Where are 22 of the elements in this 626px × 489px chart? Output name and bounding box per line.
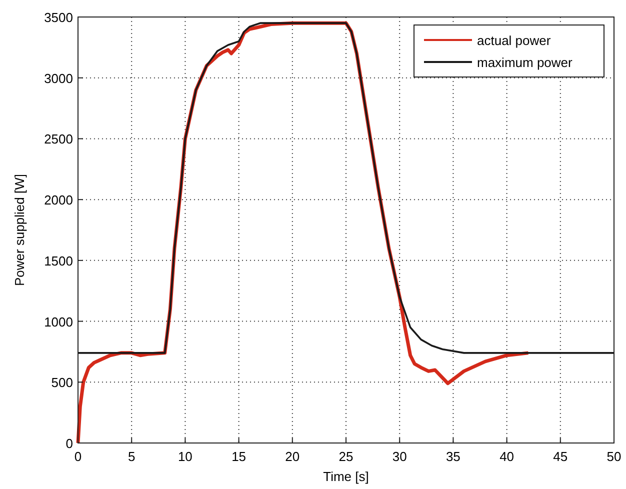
- x-tick-label: 30: [392, 449, 407, 464]
- legend-label: maximum power: [477, 55, 574, 70]
- x-tick-label: 25: [338, 449, 354, 464]
- y-tick-label: 500: [51, 375, 73, 390]
- x-tick-label: 15: [232, 449, 246, 464]
- y-tick-label: 2500: [44, 132, 73, 147]
- y-tick-label: 0: [66, 436, 73, 451]
- x-tick-label: 5: [128, 449, 136, 464]
- y-tick-label: 2000: [44, 192, 73, 208]
- x-tick-label: 20: [285, 449, 300, 464]
- x-tick-label: 10: [178, 449, 192, 464]
- y-tick-label: 3500: [44, 10, 73, 25]
- x-tick-label: 40: [500, 449, 514, 464]
- y-tick-label: 1000: [44, 314, 73, 330]
- x-tick-label: 45: [553, 449, 568, 464]
- x-tick-label: 50: [606, 449, 622, 464]
- y-tick-label: 1500: [44, 253, 73, 268]
- x-axis-title: Time [s]: [323, 469, 369, 484]
- x-tick-label: 35: [446, 449, 460, 464]
- legend-label: actual power: [477, 33, 552, 48]
- y-axis-title: Power supplied [W]: [12, 174, 27, 286]
- y-tick-label: 3000: [44, 70, 73, 86]
